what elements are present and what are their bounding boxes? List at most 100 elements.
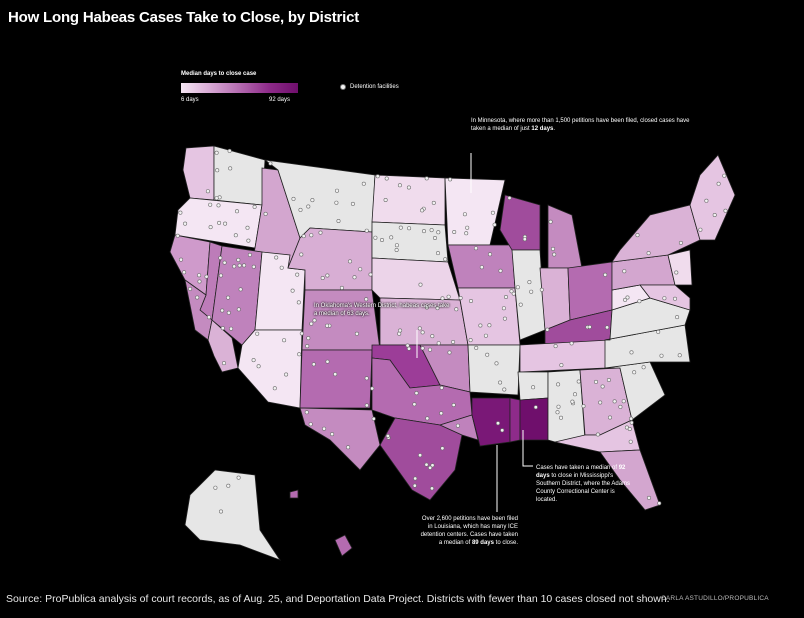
facility-marker — [618, 404, 623, 409]
facility-marker — [502, 387, 507, 392]
annotation-oklahoma: In Oklahoma's Western District, habeas c… — [314, 303, 450, 317]
detention-facility-markers — [175, 148, 728, 514]
facility-marker — [208, 202, 213, 207]
facility-marker — [405, 343, 410, 348]
facility-marker — [593, 379, 598, 384]
facility-marker — [522, 237, 527, 242]
facility-marker — [389, 235, 394, 240]
facility-marker — [515, 285, 520, 290]
facility-marker — [503, 294, 508, 299]
facility-marker — [407, 226, 412, 231]
facility-marker — [238, 287, 243, 292]
legend-title: Median days to close case — [181, 71, 257, 77]
facility-marker — [218, 255, 223, 260]
facility-marker — [179, 257, 184, 262]
facility-marker — [627, 426, 632, 431]
facility-marker — [412, 483, 417, 488]
facility-marker — [436, 230, 441, 235]
region-new-mexico — [299, 349, 373, 409]
facility-marker — [333, 372, 338, 377]
facility-marker — [364, 403, 369, 408]
facility-marker — [656, 329, 661, 334]
facility-marker — [247, 252, 252, 257]
legend-color-ramp — [181, 83, 298, 93]
facility-marker — [569, 341, 574, 346]
facility-marker — [478, 323, 483, 328]
facility-marker — [336, 219, 341, 224]
facility-marker — [662, 296, 667, 301]
facility-marker — [368, 272, 373, 277]
facility-marker — [394, 248, 399, 253]
region-florida-south — [599, 449, 661, 511]
facility-marker — [291, 196, 296, 201]
facility-marker — [296, 300, 301, 305]
facility-marker — [233, 233, 238, 238]
facility-marker — [375, 174, 380, 179]
facility-marker — [429, 486, 434, 491]
region-missouri — [457, 287, 521, 346]
facility-marker — [509, 289, 514, 294]
facility-marker — [220, 326, 225, 331]
facility-marker — [222, 260, 227, 265]
facility-marker — [222, 361, 227, 366]
facility-marker — [548, 219, 553, 224]
facility-marker — [500, 428, 505, 433]
facility-marker — [545, 327, 550, 332]
facility-marker — [205, 189, 210, 194]
facility-marker — [595, 432, 600, 437]
facility-marker — [454, 307, 459, 312]
facility-marker — [298, 207, 303, 212]
facility-marker — [607, 415, 612, 420]
facility-marker — [452, 230, 457, 235]
facility-marker — [723, 208, 728, 213]
facility-marker — [364, 228, 369, 233]
facility-marker — [412, 402, 417, 407]
facility-marker — [556, 404, 561, 409]
facility-marker — [498, 268, 503, 273]
facility-marker — [722, 173, 727, 178]
region-nebraska — [371, 257, 461, 301]
facility-marker — [424, 305, 429, 310]
facility-marker — [364, 297, 369, 302]
facility-marker — [229, 326, 234, 331]
facility-marker — [218, 273, 223, 278]
facility-marker — [629, 420, 634, 425]
facility-marker — [397, 183, 402, 188]
facility-marker — [485, 352, 490, 357]
facility-marker — [552, 252, 557, 257]
facility-marker — [295, 272, 300, 277]
facility-marker — [188, 286, 193, 291]
facility-marker — [474, 345, 479, 350]
facility-marker — [208, 225, 213, 230]
facility-marker — [424, 176, 429, 181]
facility-marker — [550, 246, 555, 251]
region-texas-south — [379, 417, 463, 501]
facility-marker — [325, 359, 330, 364]
facility-marker — [379, 238, 384, 243]
facility-marker — [443, 257, 448, 262]
facility-marker — [605, 325, 610, 330]
region-hawaii — [334, 534, 353, 557]
facility-marker — [576, 379, 581, 384]
region-texas-north — [371, 357, 473, 426]
facility-marker — [308, 422, 313, 427]
facility-dot-icon — [340, 84, 346, 90]
facility-marker — [487, 323, 492, 328]
facility-marker — [558, 415, 563, 420]
facility-marker — [465, 225, 470, 230]
region-alaska — [184, 469, 282, 561]
facility-marker — [325, 323, 330, 328]
facility-marker — [421, 229, 426, 234]
facility-marker — [178, 210, 183, 215]
facility-marker — [600, 384, 605, 389]
chart-title: How Long Habeas Cases Take to Close, by … — [8, 9, 360, 26]
facility-marker — [555, 410, 560, 415]
facility-marker — [207, 315, 212, 320]
facility-marker — [635, 233, 640, 238]
facility-marker — [483, 333, 488, 338]
facility-marker — [623, 297, 628, 302]
facility-marker — [237, 263, 242, 268]
facility-marker — [413, 476, 418, 481]
facility-marker — [311, 362, 316, 367]
